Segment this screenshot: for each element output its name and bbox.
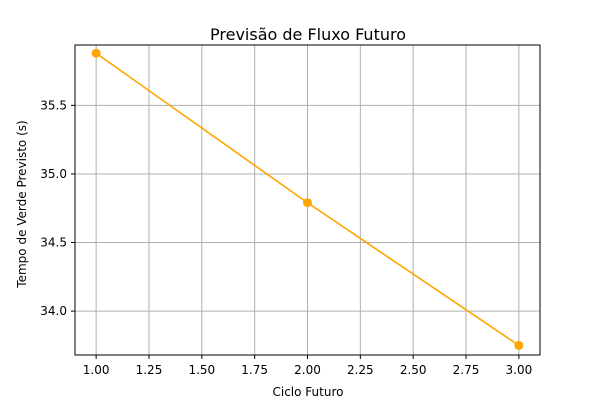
x-tick-label: 1.50 <box>188 363 215 377</box>
x-tick-label: 2.75 <box>453 363 480 377</box>
data-point <box>91 48 101 58</box>
y-axis-ticks: 34.0 34.5 35.0 35.5 <box>40 98 75 318</box>
x-axis-label: Ciclo Futuro <box>273 385 344 399</box>
y-tick-label: 34.5 <box>40 236 67 250</box>
chart-title: Previsão de Fluxo Futuro <box>210 25 406 44</box>
y-tick-label: 34.0 <box>40 304 67 318</box>
x-tick-label: 1.00 <box>83 363 110 377</box>
x-tick-label: 2.50 <box>400 363 427 377</box>
x-tick-label: 1.75 <box>241 363 268 377</box>
x-tick-label: 2.25 <box>347 363 374 377</box>
data-point <box>303 198 312 208</box>
data-point <box>514 340 524 350</box>
grid-lines <box>75 45 540 355</box>
x-tick-label: 2.00 <box>294 363 321 377</box>
x-tick-label: 3.00 <box>506 363 533 377</box>
x-axis-ticks: 1.00 1.25 1.50 1.75 2.00 2.25 2.50 2.75 3.00 <box>83 355 532 377</box>
y-axis-label: Tempo de Verde Previsto (s) <box>15 120 29 288</box>
y-tick-label: 35.5 <box>40 98 67 112</box>
x-tick-label: 1.25 <box>136 363 163 377</box>
y-tick-label: 35.0 <box>40 167 67 181</box>
data-series <box>91 48 524 350</box>
